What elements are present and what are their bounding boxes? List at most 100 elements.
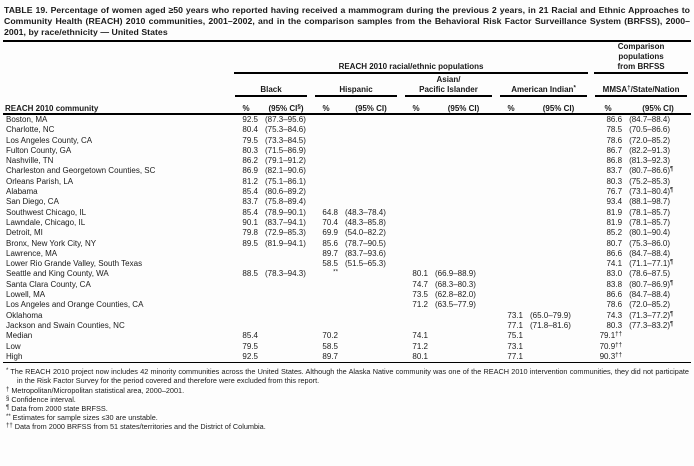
api-pct-cell <box>401 177 431 187</box>
hispanic-ci-cell <box>341 156 401 166</box>
group-api-label: Asian/ Pacific Islander <box>419 75 478 94</box>
community-cell: Nashville, TN <box>6 156 54 166</box>
footnote: ¶ Data from 2000 state BRFSS. <box>6 404 689 413</box>
ai-pct-cell <box>496 208 526 218</box>
api-pct-cell <box>401 239 431 249</box>
black-pct-cell <box>231 300 261 310</box>
black-pct-cell <box>231 311 261 321</box>
api-ci-cell <box>431 249 496 259</box>
hispanic-ci-cell <box>341 351 401 364</box>
table-row: Median 85.4 70.2 74.1 75.1 79.1†† <box>3 331 691 341</box>
mmsa-pct-cell: 70.9†† <box>599 341 623 351</box>
footnote-symbol: ** <box>6 414 11 421</box>
ai-pct-cell <box>496 239 526 249</box>
api-pct-cell <box>401 311 431 321</box>
black-ci-cell: (78.9–90.1) <box>265 207 306 217</box>
reach-spanner-cell: REACH 2010 racial/ethnic populations <box>231 42 591 75</box>
community-cell: Los Angeles and Orange Counties, CA <box>6 300 144 310</box>
community-cell: Southwest Chicago, IL <box>6 207 87 217</box>
table-row: Santa Clara County, CA 74.7 (68.3–80.3) … <box>3 280 691 290</box>
black-ci-cell: (81.9–94.1) <box>265 238 306 248</box>
black-ci-cell <box>261 311 311 321</box>
footnote-symbol: § <box>6 395 10 402</box>
hispanic-ci-cell <box>341 311 401 321</box>
ai-pct-cell <box>496 156 526 166</box>
mmsa-ci-cell: (84.7–88.4) <box>629 114 670 124</box>
table-row: Detroit, MI 79.8 (72.9–85.3) 69.9 (54.0–… <box>3 228 691 238</box>
mmsa-pct-cell: 85.2 <box>606 228 623 238</box>
mmsa-pct-cell: 80.3 <box>606 176 623 186</box>
black-pct-cell: 90.1 <box>242 217 258 227</box>
api-pct-cell <box>401 218 431 228</box>
footnote-symbol: * <box>6 368 9 375</box>
mmsa-ci-post: ) <box>671 103 674 113</box>
hispanic-pct-cell <box>311 187 341 197</box>
api-ci-cell <box>431 166 496 176</box>
mmsa-ci-pre: (95% CI <box>642 103 672 113</box>
footnote-text: Data from 2000 state BRFSS. <box>11 403 108 413</box>
hispanic-ci-cell <box>341 321 401 331</box>
hispanic-pct-cell: 89.7 <box>311 351 341 364</box>
hispanic-ci-cell: (48.3–85.8) <box>345 217 386 227</box>
footnote: § Confidence interval. <box>6 395 689 404</box>
api-pct-cell <box>401 146 431 156</box>
footnote-symbol: † <box>6 386 10 393</box>
api-ci-cell <box>431 177 496 187</box>
api-ci-cell <box>431 146 496 156</box>
black-ci-cell <box>261 331 311 341</box>
community-cell: Lower Rio Grande Valley, South Texas <box>6 259 143 269</box>
mmsa-ci-cell: (72.0–85.2) <box>629 135 670 145</box>
mmsa-pct-cell: 83.7 <box>606 166 623 176</box>
community-cell: Low <box>6 341 21 351</box>
api-pct-cell: 80.1 <box>412 269 428 279</box>
hispanic-pct-cell: 58.5 <box>322 259 338 269</box>
footnote: † Metropolitan/Micropolitan statistical a… <box>6 386 689 395</box>
hispanic-pct-cell: 69.9 <box>322 228 338 238</box>
mmsa-ci-cell <box>625 331 691 341</box>
hispanic-pct-cell <box>311 166 341 176</box>
black-ci-cell <box>261 249 311 259</box>
api-pct-cell: 71.2 <box>412 341 428 351</box>
api-pct-cell <box>401 136 431 146</box>
hispanic-ci-cell <box>341 269 401 279</box>
black-ci-cell <box>261 280 311 290</box>
community-cell: Bronx, New York City, NY <box>6 238 97 248</box>
hispanic-ci-cell: (51.5–65.3) <box>345 259 386 269</box>
hispanic-pct-cell <box>311 146 341 156</box>
ai-ci-cell <box>526 290 591 300</box>
black-pct-cell <box>231 249 261 259</box>
mmsa-pct-cell: 74.1 <box>606 259 623 269</box>
ai-ci-cell: (65.0–79.9) <box>530 310 571 320</box>
table-row: Charlotte, NC 80.4 (75.3–84.6) 78.5 (70.… <box>3 125 691 135</box>
black-pct-cell: 79.8 <box>242 228 258 238</box>
ai-pct-cell <box>496 114 526 125</box>
black-ci-cell: (79.1–91.2) <box>265 156 306 166</box>
hispanic-ci-cell <box>341 146 401 156</box>
hispanic-ci-cell: (48.3–78.4) <box>345 207 386 217</box>
community-cell: Santa Clara County, CA <box>6 279 91 289</box>
mmsa-ci-cell: (75.3–86.0) <box>629 238 670 248</box>
hispanic-pct-cell <box>311 177 341 187</box>
community-cell: High <box>3 351 231 364</box>
ai-pct-cell <box>496 259 526 269</box>
table-row: Oklahoma 73.1 (65.0–79.9) 74.3 (71.3–77.… <box>3 311 691 321</box>
table-row: Los Angeles County, CA 79.5 (73.3–84.5) … <box>3 136 691 146</box>
stub-head: REACH 2010 community <box>3 96 231 115</box>
group-spacer <box>3 74 231 97</box>
table-body: Boston, MA 92.5 (87.3–95.6) 86.6 (84.7–8… <box>3 114 692 364</box>
black-pct-cell: 79.5 <box>242 135 258 145</box>
ai-pct-cell: 73.1 <box>507 341 523 351</box>
ai-pct-cell <box>496 300 526 310</box>
group-mmsa-post: /State/Nation <box>630 84 680 94</box>
table-row: Fulton County, GA 80.3 (71.5–86.9) 86.7 … <box>3 146 691 156</box>
hispanic-pct-cell <box>311 321 341 331</box>
black-pct-label: % <box>231 96 261 115</box>
table-row: Jackson and Swain Counties, NC 77.1 (71.… <box>3 321 691 331</box>
comparison-spanner-cell: Comparison populations from BRFSS <box>591 42 691 75</box>
hispanic-ci-cell <box>341 136 401 146</box>
black-pct-cell: 85.4 <box>242 331 258 341</box>
api-ci-cell <box>431 208 496 218</box>
api-ci-cell: (66.9–88.9) <box>435 269 476 279</box>
mmsa-pct-cell: 76.7 <box>606 187 623 197</box>
mmsa-pct-cell: 83.0 <box>606 269 623 279</box>
